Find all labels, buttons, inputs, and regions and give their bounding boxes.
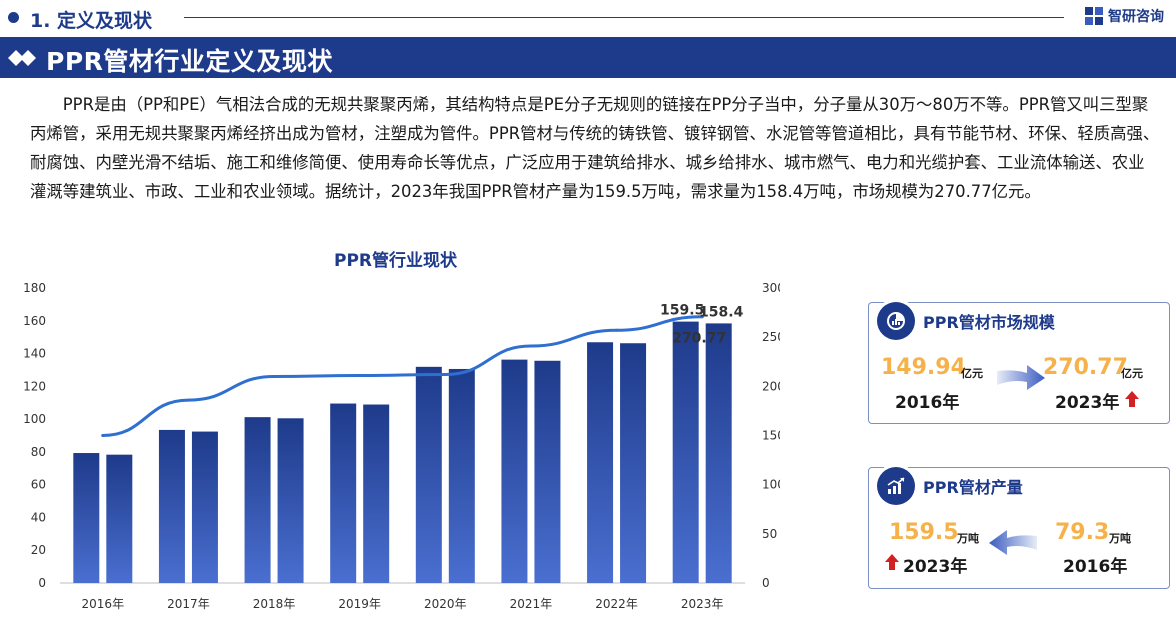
production-card-title: PPR管材产量 — [923, 478, 1023, 497]
bar — [415, 366, 442, 583]
market-card-title: PPR管材市场规模 — [923, 313, 1055, 332]
right-tick-label: 300 — [762, 281, 780, 295]
circle-bullet-icon — [8, 12, 19, 23]
section-title: 1. 定义及现状 — [30, 10, 153, 32]
header-divider — [184, 17, 1064, 18]
x-tick-label: 2023年 — [681, 597, 724, 611]
brand: 智研咨询 — [1084, 5, 1164, 27]
bar — [330, 403, 357, 583]
production-card-header: PPR管材产量 — [877, 466, 1023, 506]
left-tick-label: 0 — [38, 576, 46, 590]
x-tick-label: 2022年 — [595, 597, 638, 611]
x-axis: 2016年 2017年 2018年 2019年 2020年 2021年 2022年 2023年 — [60, 582, 745, 611]
right-tick-label: 50 — [762, 527, 777, 541]
x-tick-label: 2019年 — [338, 597, 381, 611]
bar — [705, 323, 732, 583]
bar — [244, 417, 271, 583]
right-tick-label: 250 — [762, 330, 780, 344]
up-arrow-icon — [885, 554, 899, 570]
production-right-value: 79.3 — [1055, 520, 1110, 545]
market-right-year: 2023年 — [1055, 393, 1120, 413]
line-series — [101, 315, 704, 438]
bar — [587, 342, 614, 583]
bar — [534, 360, 561, 583]
bar-growth-icon — [877, 467, 915, 505]
line-point — [358, 374, 362, 378]
production-right-year: 2016年 — [1063, 557, 1128, 577]
line-point — [529, 344, 533, 348]
left-tick-label: 180 — [23, 281, 46, 295]
right-tick-label: 100 — [762, 478, 780, 492]
line-point — [272, 375, 276, 378]
bar — [158, 429, 185, 583]
right-y-axis: 0 50 100 150 200 250 300 — [762, 281, 780, 590]
x-tick-label: 2021年 — [510, 597, 553, 611]
left-tick-label: 100 — [23, 412, 46, 426]
right-tick-label: 0 — [762, 576, 770, 590]
bar — [620, 343, 647, 583]
right-tick-label: 150 — [762, 429, 780, 443]
data-label: 159.5 — [660, 303, 704, 319]
ppr-industry-chart: 0 20 40 60 80 100 120 140 160 180 0 50 100 150 200 250… — [23, 281, 780, 611]
line-point — [615, 328, 619, 332]
definition-paragraph: PPR是由（PP和PE）气相法合成的无规共聚聚丙烯，其结构特点是PE分子无规则的… — [30, 95, 1160, 201]
x-tick-label: 2017年 — [167, 597, 210, 611]
left-tick-label: 60 — [31, 478, 46, 492]
left-arrow-icon — [989, 530, 1037, 555]
left-y-axis: 0 20 40 60 80 100 120 140 160 180 — [23, 281, 46, 590]
left-tick-label: 20 — [31, 543, 46, 557]
bar — [363, 404, 390, 583]
left-tick-label: 120 — [23, 379, 46, 393]
x-tick-label: 2016年 — [82, 597, 125, 611]
brand-name: 智研咨询 — [1108, 9, 1164, 25]
bar — [672, 321, 699, 583]
market-left-value: 149.94 — [881, 355, 966, 380]
production-left-value: 159.5 — [889, 520, 959, 545]
double-chevron-icon — [8, 50, 36, 66]
production-right-unit: 万吨 — [1109, 532, 1131, 545]
right-arrow-icon — [997, 365, 1045, 390]
up-arrow-icon — [1125, 391, 1139, 407]
right-tick-label: 200 — [762, 379, 780, 393]
section-header: 1. 定义及现状 智研咨询 — [0, 0, 1176, 34]
line-point — [443, 373, 447, 377]
market-left-unit: 亿元 — [961, 367, 983, 380]
data-label: 270.77 — [672, 331, 726, 347]
brand-logo-icon — [1085, 7, 1103, 25]
left-tick-label: 40 — [31, 510, 46, 524]
line-point — [101, 434, 105, 438]
bar-series — [73, 321, 732, 583]
data-label: 158.4 — [699, 304, 744, 320]
x-tick-label: 2020年 — [424, 597, 467, 611]
chart-title: PPR管行业现状 — [334, 251, 458, 271]
left-tick-label: 160 — [23, 314, 46, 328]
bar — [277, 418, 304, 583]
production-left-year: 2023年 — [903, 557, 968, 577]
left-tick-label: 140 — [23, 347, 46, 361]
left-tick-label: 80 — [31, 445, 46, 459]
bar — [501, 359, 528, 583]
market-right-unit: 亿元 — [1121, 367, 1143, 380]
market-right-value: 270.77 — [1043, 355, 1128, 380]
production-card: PPR管材产量 159.5 万吨 2023年 79.3 万吨 2016年 — [868, 467, 1170, 589]
x-tick-label: 2018年 — [253, 597, 296, 611]
bar — [448, 368, 475, 583]
production-left-unit: 万吨 — [957, 532, 979, 545]
market-left-year: 2016年 — [895, 393, 960, 413]
title-banner: PPR管材行业定义及现状 — [0, 37, 1176, 78]
bar — [73, 453, 100, 583]
bar — [191, 431, 218, 583]
banner-title: PPR管材行业定义及现状 — [46, 47, 333, 76]
market-card-header: PPR管材市场规模 — [877, 301, 1055, 341]
market-size-card: PPR管材市场规模 149.94 亿元 2016年 270.77 亿元 2023… — [868, 302, 1170, 424]
bar — [106, 454, 133, 583]
line-point — [700, 315, 704, 319]
line-point — [186, 398, 190, 402]
pie-chart-icon — [877, 302, 915, 340]
